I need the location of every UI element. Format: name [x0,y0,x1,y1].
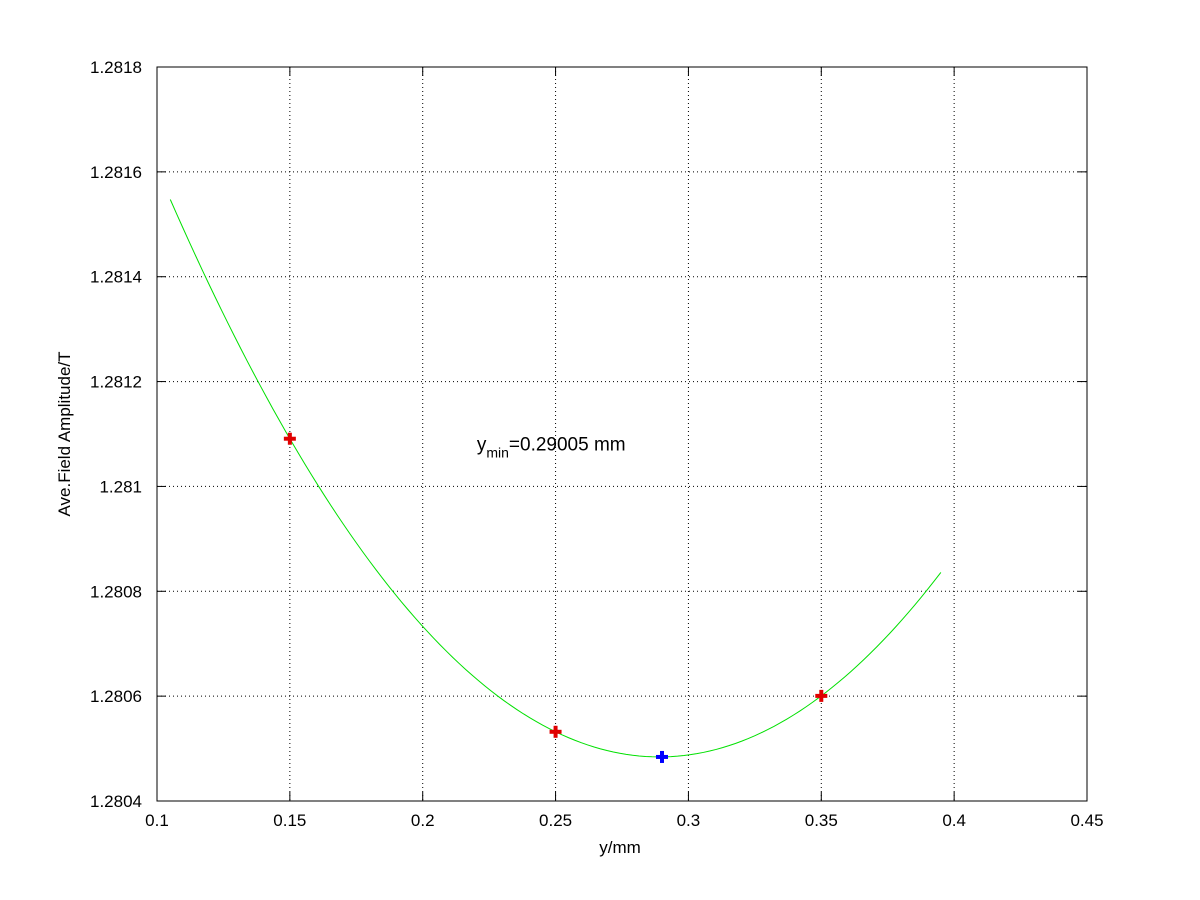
minimum-point-marker [655,750,668,763]
ticks: 0.1 0.15 0.2 0.25 0.3 0.35 0.4 0.45 1.2804 1.2806… [90,58,1104,830]
y-tick-label: 1.2816 [90,163,142,182]
x-tick-label: 0.25 [539,811,572,830]
y-tick-label: 1.2818 [90,58,142,77]
y-axis-label: Ave.Field Amplitude/T [55,351,74,516]
plot-area [157,67,1087,801]
x-tick-label: 0.2 [411,811,435,830]
x-tick-label: 0.4 [942,811,966,830]
annotation-subscript: min [486,444,509,460]
ymin-annotation: ymin=0.29005 mm [477,434,626,460]
y-tick-label: 1.2806 [90,687,142,706]
grid [157,67,1087,801]
markers-layer [283,432,828,763]
plot-frame [156,66,1088,802]
y-tick-label: 1.281 [99,477,142,496]
data-point-marker [549,725,562,738]
x-tick-label: 0.45 [1070,811,1103,830]
y-tick-label: 1.2804 [90,792,142,811]
x-tick-label: 0.3 [677,811,701,830]
x-tick-label: 0.1 [145,811,169,830]
y-tick-label: 1.2814 [90,268,142,287]
x-axis-label: y/mm [599,838,641,857]
y-tick-label: 1.2812 [90,373,142,392]
data-point-marker [283,432,296,445]
annotation-main: y [477,434,487,455]
data-point-marker [815,689,828,702]
x-tick-label: 0.35 [805,811,838,830]
x-tick-label: 0.15 [273,811,306,830]
y-tick-label: 1.2808 [90,582,142,601]
annotation-rest: =0.29005 mm [509,434,626,455]
